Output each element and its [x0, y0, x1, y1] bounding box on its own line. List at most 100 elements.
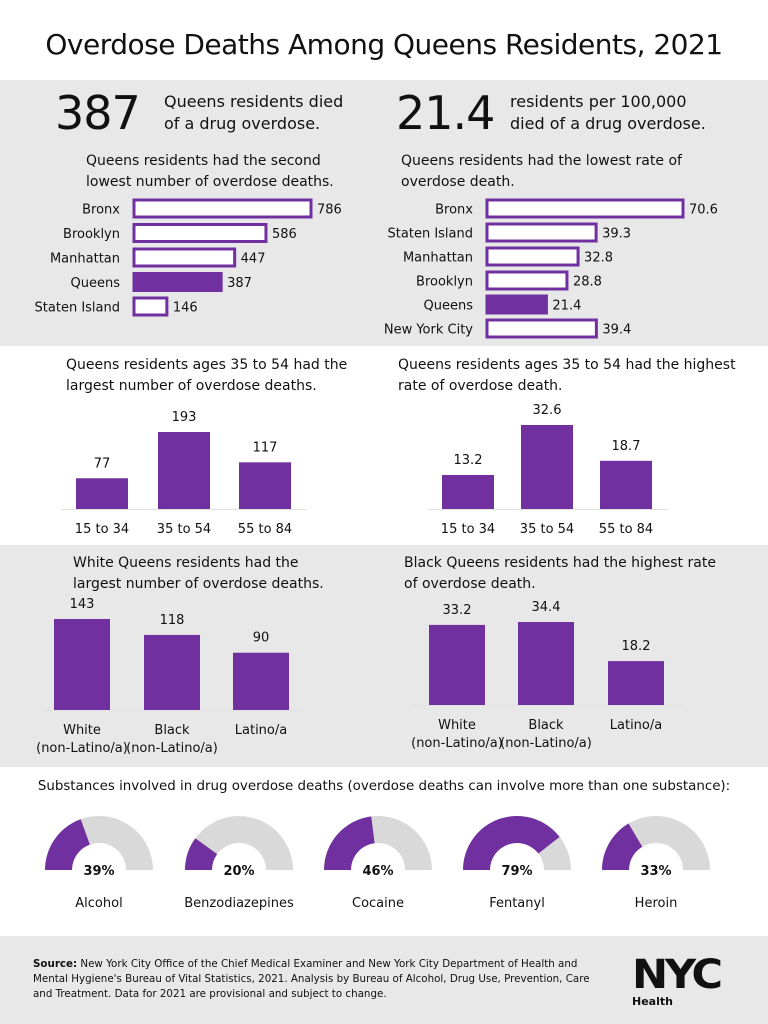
subtitle-line: Queens residents ages 35 to 54 had the	[66, 357, 348, 373]
race-count-subtitle: White Queens residents had the largest n…	[73, 553, 324, 595]
gauge-fill	[602, 823, 643, 870]
queens-rate-text: residents per 100,000 died of a drug ove…	[510, 91, 706, 135]
age-count-subtitle: Queens residents ages 35 to 54 had the l…	[66, 355, 347, 397]
bar	[239, 462, 291, 509]
bar	[485, 270, 569, 291]
category-label: Latino/a	[610, 718, 662, 733]
bar	[442, 474, 494, 509]
bar	[429, 624, 485, 705]
gauge-fill	[45, 819, 90, 870]
gauge-category-label: Benzodiazepines	[184, 896, 294, 911]
gauge-value-label: 46%	[362, 864, 393, 879]
subtitle-line: overdose death.	[401, 174, 515, 190]
category-label: 55 to 84	[238, 522, 292, 537]
source-text: New York City Office of the Chief Medica…	[33, 958, 590, 1000]
category-label: Staten Island	[35, 301, 120, 316]
value-label: 118	[160, 613, 185, 628]
gauge-value-label: 79%	[501, 864, 532, 879]
bar	[144, 634, 200, 710]
value-label: 586	[272, 227, 297, 242]
value-label: 32.6	[533, 403, 562, 418]
category-label: 35 to 54	[157, 522, 211, 537]
category-label: Bronx	[435, 203, 473, 218]
subtitle-line: Queens residents ages 35 to 54 had the h…	[398, 357, 736, 373]
category-label: Staten Island	[388, 227, 473, 242]
subtitle-line: lowest number of overdose deaths.	[86, 174, 334, 190]
page-title: Overdose Deaths Among Queens Residents, …	[45, 28, 723, 61]
gauge-fill	[462, 815, 560, 870]
gauge-fill	[185, 838, 218, 870]
substances-heading: Substances involved in drug overdose dea…	[37, 779, 731, 794]
category-label: Latino/a	[235, 723, 287, 738]
value-label: 18.2	[622, 639, 651, 654]
source-label: Source:	[33, 958, 78, 970]
bar	[233, 652, 289, 710]
subtitle-line: of overdose death.	[404, 576, 536, 592]
bar	[485, 246, 580, 267]
value-label: 28.8	[573, 275, 602, 290]
category-label: Queens	[424, 299, 474, 314]
subtitle-line: largest number of overdose deaths.	[66, 378, 317, 394]
race-rate-subtitle: Black Queens residents had the highest r…	[404, 553, 716, 595]
value-label: 77	[94, 456, 111, 471]
category-label: Bronx	[82, 203, 120, 218]
bar	[485, 294, 548, 315]
gauge-category-label: Alcohol	[75, 896, 122, 911]
nyc-health-logo: NYC Health	[632, 955, 738, 1013]
race-band	[0, 545, 768, 767]
bar	[608, 661, 664, 705]
category-label: White	[63, 723, 101, 738]
queens-rate-text-line1: residents per 100,000	[510, 92, 687, 111]
bar	[76, 478, 128, 509]
category-label: (non-Latino/a)	[411, 736, 503, 751]
gauge-value-label: 33%	[640, 864, 671, 879]
logo-wordmark: NYC	[632, 952, 723, 998]
value-label: 39.3	[602, 227, 631, 242]
bar	[132, 272, 223, 292]
category-label: (non-Latino/a)	[500, 736, 592, 751]
value-label: 117	[253, 440, 278, 455]
subtitle-line: largest number of overdose deaths.	[73, 576, 324, 592]
value-label: 33.2	[443, 603, 472, 618]
bar	[158, 432, 210, 509]
queens-rate-number: 21.4	[396, 86, 495, 140]
bar	[132, 223, 268, 243]
category-label: Queens	[71, 276, 121, 291]
category-label: Black	[154, 723, 190, 738]
value-label: 18.7	[612, 439, 641, 454]
queens-deaths-text-line1: Queens residents died	[164, 92, 344, 111]
bar	[485, 318, 598, 339]
queens-deaths-text: Queens residents died of a drug overdose…	[164, 91, 343, 135]
category-label: Manhattan	[50, 252, 120, 267]
value-label: 39.4	[602, 323, 631, 338]
queens-deaths-text-line2: of a drug overdose.	[164, 114, 321, 133]
category-label: 15 to 34	[75, 522, 129, 537]
bar	[485, 222, 598, 243]
queens-deaths-number: 387	[55, 86, 141, 140]
category-label: 15 to 34	[441, 522, 495, 537]
value-label: 146	[173, 301, 198, 316]
gauge-fill	[324, 816, 375, 870]
category-label: Brooklyn	[63, 227, 120, 242]
gauge-category-label: Heroin	[635, 896, 678, 911]
value-label: 786	[317, 203, 342, 218]
logo-health: Health	[632, 995, 673, 1008]
gauge-value-label: 20%	[223, 864, 254, 879]
value-label: 193	[172, 410, 197, 425]
category-label: (non-Latino/a)	[36, 741, 128, 756]
queens-rate-text-line2: died of a drug overdose.	[510, 114, 706, 133]
bar	[485, 198, 685, 219]
category-label: 35 to 54	[520, 522, 574, 537]
subtitle-line: Black Queens residents had the highest r…	[404, 555, 716, 571]
category-label: Black	[528, 718, 564, 733]
value-label: 143	[70, 597, 95, 612]
value-label: 32.8	[584, 251, 613, 266]
category-label: (non-Latino/a)	[126, 741, 218, 756]
bar	[54, 619, 110, 710]
bar	[132, 198, 313, 219]
value-label: 447	[241, 252, 266, 267]
subtitle-line: rate of overdose death.	[398, 378, 563, 394]
gauge-category-label: Cocaine	[352, 896, 404, 911]
boro-rate-subtitle: Queens residents had the lowest rate of …	[401, 151, 682, 193]
